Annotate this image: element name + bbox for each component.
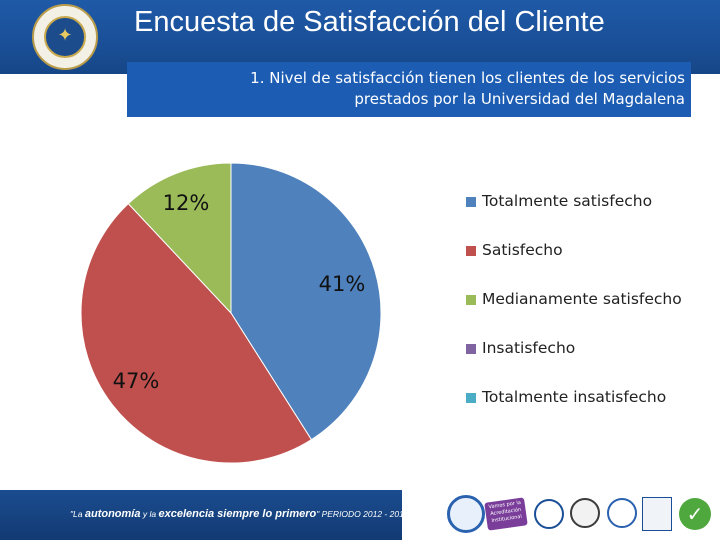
slogan-suffix: " PERIODO 2012 - 2016 xyxy=(316,509,409,519)
star-icon: ✦ xyxy=(57,25,73,46)
legend-item: Totalmente insatisfecho xyxy=(466,388,716,437)
icontec-badge xyxy=(534,499,564,529)
logo-emblem: ✦ xyxy=(44,16,86,58)
slogan-word-autonomia: autonomía xyxy=(84,508,141,520)
legend-item: Insatisfecho xyxy=(466,339,716,388)
checkmark-badge: ✓ xyxy=(679,498,711,530)
excellence-badge xyxy=(642,497,672,531)
accreditation-ribbon: Vamos por la Acreditación Institucional xyxy=(484,497,528,531)
legend-label: Totalmente satisfecho xyxy=(482,192,653,210)
legend-label: Insatisfecho xyxy=(482,339,576,357)
question-line-1: 1. Nivel de satisfacción tienen los clie… xyxy=(250,69,685,87)
header-bar: ✦ Encuesta de Satisfacción del Cliente xyxy=(0,0,720,74)
quality-cert-badge xyxy=(570,498,600,528)
legend-label: Medianamente satisfecho xyxy=(482,290,682,308)
pie-slice-label: 12% xyxy=(163,191,210,215)
pie-slices xyxy=(80,162,382,464)
question-text: 1. Nivel de satisfacción tienen los clie… xyxy=(145,68,685,110)
footer-slogan: "La autonomía y la excelencia siempre lo… xyxy=(70,508,409,520)
pie-slice-satisfecho xyxy=(80,202,313,464)
pie-slice-medianamente-satisfecho xyxy=(127,162,232,315)
university-seal-badge xyxy=(447,495,485,533)
certification-badges: Vamos por la Acreditación Institucional … xyxy=(402,490,720,540)
question-banner: 1. Nivel de satisfacción tienen los clie… xyxy=(127,62,691,117)
legend-swatch xyxy=(466,393,476,403)
chart-legend: Totalmente satisfecho Satisfecho Medianame… xyxy=(466,192,716,437)
legend-label: Totalmente insatisfecho xyxy=(482,388,667,406)
legend-swatch xyxy=(466,295,476,305)
legend-swatch xyxy=(466,246,476,256)
slogan-word-excelencia: excelencia siempre lo primero xyxy=(158,508,317,520)
legend-swatch xyxy=(466,344,476,354)
legend-swatch xyxy=(466,197,476,207)
pie-slice-totalmente-satisfecho xyxy=(230,162,382,441)
pie-chart: 41% 47% 12% xyxy=(80,162,382,464)
slogan-mid: y la xyxy=(142,509,157,519)
slogan-prefix: "La xyxy=(70,509,83,519)
pie-slice-label: 47% xyxy=(113,369,160,393)
legend-item: Totalmente satisfecho xyxy=(466,192,716,241)
footer-bar: "La autonomía y la excelencia siempre lo… xyxy=(0,490,720,540)
legend-item: Satisfecho xyxy=(466,241,716,290)
pie-slice-labels: 41% 47% 12% xyxy=(113,191,366,393)
legend-item: Medianamente satisfecho xyxy=(466,290,716,339)
accreditation-text: Vamos por la Acreditación Institucional xyxy=(488,499,523,525)
university-logo: ✦ xyxy=(32,4,98,70)
pie-slice-label: 41% xyxy=(319,272,366,296)
question-line-2: prestados por la Universidad del Magdale… xyxy=(354,90,685,108)
page-title: Encuesta de Satisfacción del Cliente xyxy=(134,6,605,38)
legend-label: Satisfecho xyxy=(482,241,563,259)
iqnet-badge xyxy=(607,498,637,528)
